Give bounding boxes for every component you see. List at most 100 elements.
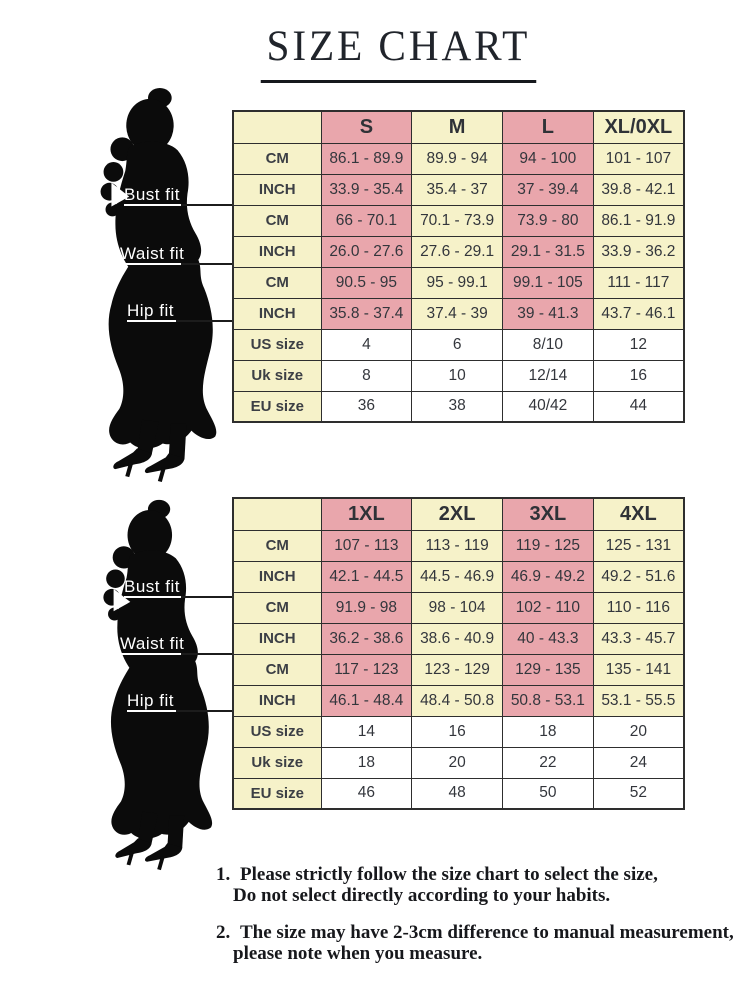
size-value-cell: 20	[592, 715, 685, 748]
size-value-cell: 16	[411, 715, 503, 748]
size-column-header: XL/0XL	[592, 110, 685, 144]
size-value-cell: 39 - 41.3	[502, 297, 594, 330]
size-value-cell: 12/14	[502, 359, 594, 392]
size-value-cell: 38.6 - 40.9	[411, 622, 503, 655]
page-title-wrap: SIZE CHART	[98, 22, 698, 83]
size-value-cell: 38	[411, 390, 503, 423]
note-number: 2.	[216, 922, 231, 943]
note-line: Do not select directly according to your…	[233, 885, 611, 906]
hip-fit-pointer-line	[176, 320, 232, 322]
note-text: Please strictly follow the size chart to…	[233, 864, 658, 906]
waist-fit-underline	[120, 263, 181, 265]
waist-fit-pointer-line	[181, 263, 232, 265]
size-value-cell: 102 - 110	[502, 591, 594, 624]
size-value-cell: 35.8 - 37.4	[320, 297, 413, 330]
corner-cell	[232, 110, 322, 144]
size-table-header-row: S M L XL/0XL	[232, 110, 685, 144]
row-label: INCH	[232, 235, 322, 268]
size-table-s-to-xl: S M L XL/0XL CM 86.1 - 89.9 89.9 - 94 94 - 100…	[232, 110, 685, 423]
table-row: CM 90.5 - 95 95 - 99.1 99.1 - 105 111 - 117	[232, 266, 685, 299]
size-value-cell: 43.7 - 46.1	[592, 297, 685, 330]
size-value-cell: 110 - 116	[592, 591, 685, 624]
size-value-cell: 94 - 100	[502, 142, 594, 175]
size-value-cell: 113 - 119	[411, 529, 503, 562]
table-row: Uk size 18 20 22 24	[232, 746, 685, 779]
size-value-cell: 36.2 - 38.6	[320, 622, 413, 655]
hip-fit-pointer-line	[176, 710, 232, 712]
size-column-header: 2XL	[411, 497, 503, 531]
note-item: 1. Please strictly follow the size chart…	[216, 864, 746, 906]
table-row: CM 91.9 - 98 98 - 104 102 - 110 110 - 116	[232, 591, 685, 624]
size-value-cell: 24	[592, 746, 685, 779]
row-label: INCH	[232, 684, 322, 717]
woman-silhouette-figure	[103, 499, 213, 871]
row-label: INCH	[232, 560, 322, 593]
size-value-cell: 135 - 141	[592, 653, 685, 686]
size-value-cell: 48	[411, 777, 503, 810]
size-column-header: 4XL	[592, 497, 685, 531]
size-value-cell: 8/10	[502, 328, 594, 361]
size-value-cell: 12	[592, 328, 685, 361]
table-row: CM 86.1 - 89.9 89.9 - 94 94 - 100 101 - 107	[232, 142, 685, 175]
size-value-cell: 125 - 131	[592, 529, 685, 562]
size-value-cell: 43.3 - 45.7	[592, 622, 685, 655]
size-value-cell: 35.4 - 37	[411, 173, 503, 206]
table-row: CM 107 - 113 113 - 119 119 - 125 125 - 131	[232, 529, 685, 562]
corner-cell	[232, 497, 322, 531]
row-label: Uk size	[232, 359, 322, 392]
size-value-cell: 123 - 129	[411, 653, 503, 686]
size-value-cell: 6	[411, 328, 503, 361]
page-title: SIZE CHART	[260, 22, 536, 83]
size-value-cell: 26.0 - 27.6	[320, 235, 413, 268]
size-value-cell: 37 - 39.4	[502, 173, 594, 206]
row-label: INCH	[232, 297, 322, 330]
bust-fit-label: Bust fit	[124, 577, 180, 596]
size-value-cell: 129 - 135	[502, 653, 594, 686]
size-column-header: L	[502, 110, 594, 144]
table-row: INCH 46.1 - 48.4 48.4 - 50.8 50.8 - 53.1 53.…	[232, 684, 685, 717]
size-value-cell: 50	[502, 777, 594, 810]
bust-fit-pointer-line	[181, 204, 232, 206]
table-row: Uk size 8 10 12/14 16	[232, 359, 685, 392]
size-value-cell: 101 - 107	[592, 142, 685, 175]
note-item: 2. The size may have 2-3cm difference to…	[216, 922, 746, 964]
size-value-cell: 49.2 - 51.6	[592, 560, 685, 593]
size-value-cell: 66 - 70.1	[320, 204, 413, 237]
size-value-cell: 46	[320, 777, 413, 810]
size-value-cell: 18	[502, 715, 594, 748]
size-value-cell: 99.1 - 105	[502, 266, 594, 299]
row-label: EU size	[232, 390, 322, 423]
size-value-cell: 119 - 125	[502, 529, 594, 562]
size-value-cell: 86.1 - 91.9	[592, 204, 685, 237]
size-value-cell: 48.4 - 50.8	[411, 684, 503, 717]
row-label: CM	[232, 204, 322, 237]
note-number: 1.	[216, 864, 231, 885]
size-value-cell: 33.9 - 36.2	[592, 235, 685, 268]
note-line: please note when you measure.	[233, 943, 483, 964]
size-value-cell: 44	[592, 390, 685, 423]
row-label: INCH	[232, 173, 322, 206]
size-value-cell: 36	[320, 390, 413, 423]
woman-silhouette-figure	[100, 87, 217, 483]
row-label: US size	[232, 328, 322, 361]
size-value-cell: 16	[592, 359, 685, 392]
waist-fit-label: Waist fit	[120, 244, 185, 263]
size-value-cell: 98 - 104	[411, 591, 503, 624]
waist-fit-pointer-line	[181, 653, 232, 655]
table-row: EU size 46 48 50 52	[232, 777, 685, 810]
notes-section: 1. Please strictly follow the size chart…	[216, 864, 746, 980]
note-line: Please strictly follow the size chart to…	[240, 864, 658, 885]
size-value-cell: 18	[320, 746, 413, 779]
size-value-cell: 46.1 - 48.4	[320, 684, 413, 717]
size-value-cell: 39.8 - 42.1	[592, 173, 685, 206]
bust-fit-pointer-line	[181, 596, 232, 598]
table-row: INCH 36.2 - 38.6 38.6 - 40.9 40 - 43.3 43.3 …	[232, 622, 685, 655]
row-label: CM	[232, 142, 322, 175]
table-row: INCH 33.9 - 35.4 35.4 - 37 37 - 39.4 39.8 - …	[232, 173, 685, 206]
size-value-cell: 33.9 - 35.4	[320, 173, 413, 206]
row-label: CM	[232, 529, 322, 562]
waist-fit-label: Waist fit	[120, 634, 185, 653]
size-value-cell: 14	[320, 715, 413, 748]
size-value-cell: 86.1 - 89.9	[320, 142, 413, 175]
